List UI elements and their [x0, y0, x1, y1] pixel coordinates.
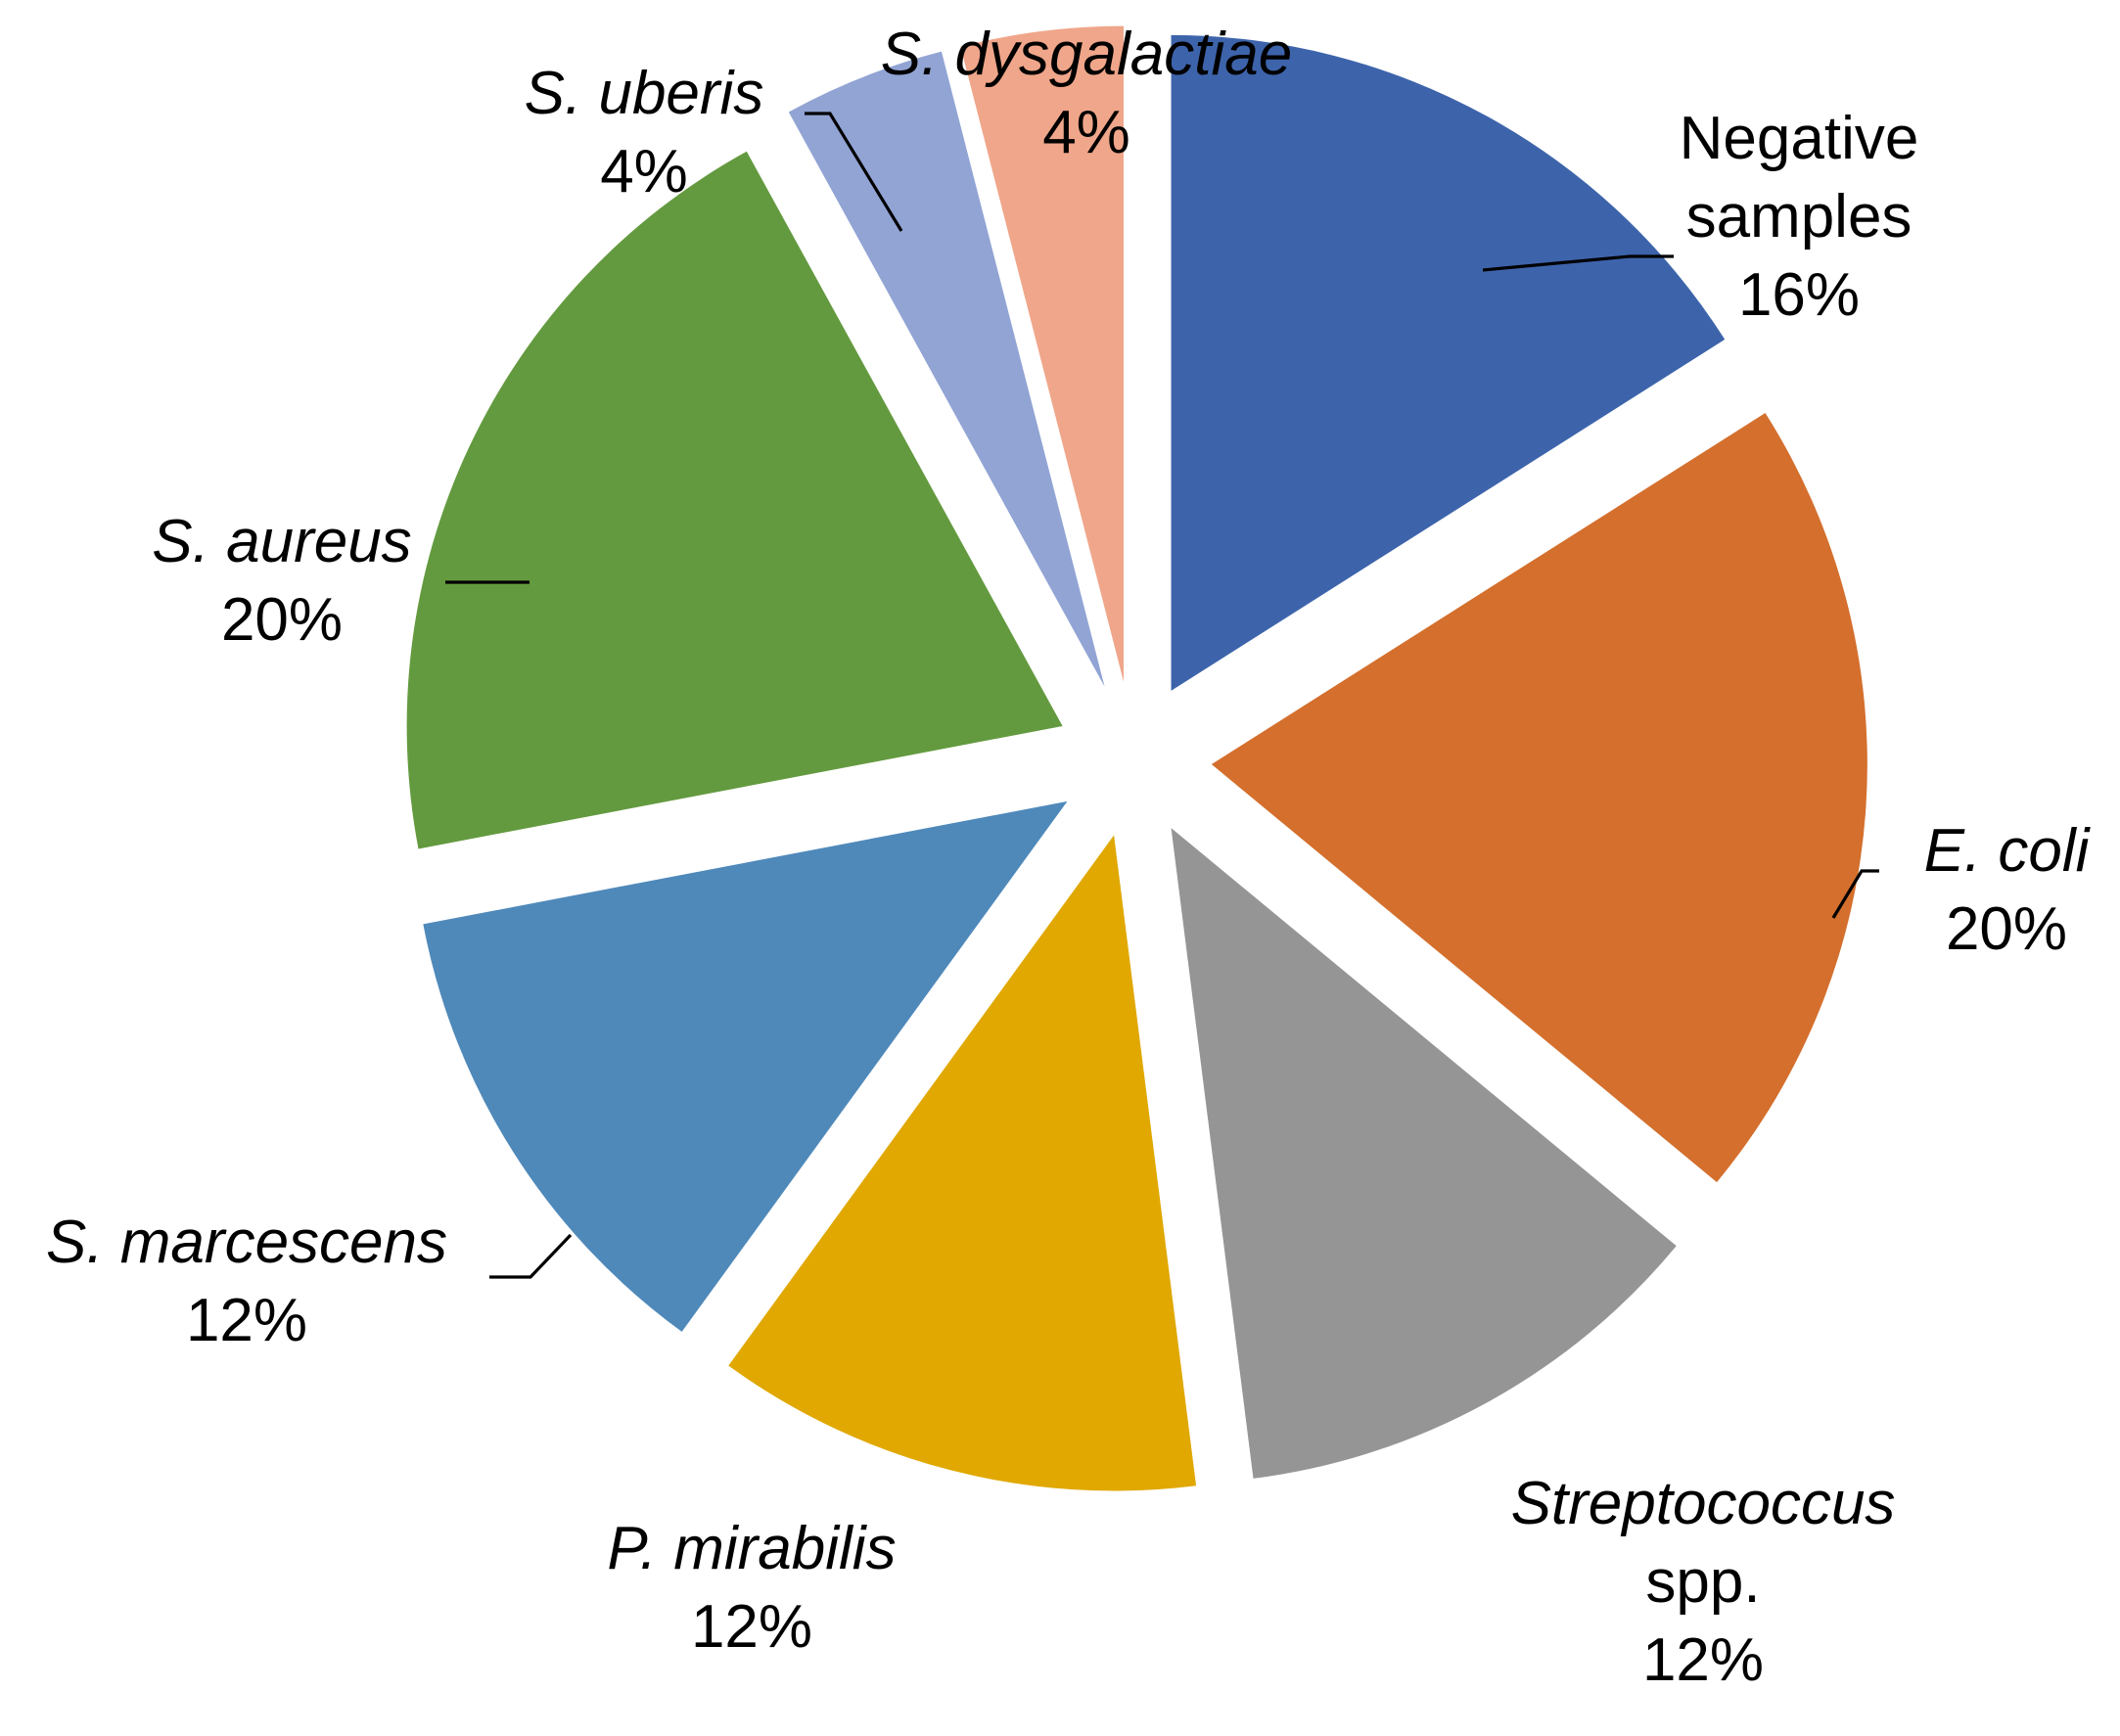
pie-slice-2	[1171, 828, 1677, 1479]
slice-label-line-0-1: samples	[1686, 183, 1913, 251]
slice-percent-3: 12%	[691, 1593, 812, 1661]
slice-label-line-7-0: S. dysgalactiae	[881, 21, 1292, 88]
slice-label-3: P. mirabilis	[607, 1515, 896, 1582]
slice-percent-0: 16%	[1738, 261, 1860, 329]
slice-label-line-4-0: S. marcescens	[46, 1209, 447, 1276]
pie-slice-3	[728, 835, 1197, 1491]
pie-slice-7	[960, 25, 1124, 682]
slice-label-line-5-0: S. aureus	[152, 508, 411, 575]
slice-label-0: Negative samples	[1680, 105, 1919, 251]
slice-percent-6: 4%	[600, 138, 688, 206]
leader-line-1	[1831, 869, 1879, 919]
slice-label-line-2-1: spp.	[1645, 1548, 1760, 1616]
slice-label-6: S. uberis	[525, 60, 764, 127]
leader-line-0	[1482, 254, 1674, 272]
pie-slice-6	[788, 51, 1105, 687]
pie-slice-4	[423, 800, 1068, 1332]
slice-percent-1: 20%	[1946, 895, 2067, 963]
slice-label-2: Streptococcus spp.	[1511, 1470, 1896, 1616]
slice-percent-5: 20%	[221, 586, 343, 654]
pie-slice-5	[406, 151, 1063, 849]
slice-percent-2: 12%	[1642, 1626, 1764, 1694]
slice-label-line-3-0: P. mirabilis	[607, 1515, 896, 1582]
slice-label-7: S. dysgalactiae	[881, 21, 1292, 88]
slice-label-line-0-0: Negative	[1680, 105, 1919, 172]
slice-percent-7: 4%	[1042, 99, 1130, 166]
leader-line-4	[489, 1233, 573, 1279]
slice-label-line-1-0: E. coli	[1924, 817, 2092, 885]
slice-label-1: E. coli	[1924, 817, 2092, 885]
slice-percent-4: 12%	[186, 1287, 307, 1354]
pie-slice-0	[1171, 34, 1726, 691]
pie-slice-1	[1211, 413, 1867, 1183]
slice-label-line-6-0: S. uberis	[525, 60, 764, 127]
slice-label-4: S. marcescens	[46, 1209, 447, 1276]
slice-label-5: S. aureus	[152, 508, 411, 575]
slice-label-line-2-0: Streptococcus	[1511, 1470, 1896, 1537]
leader-line-6	[805, 112, 903, 232]
